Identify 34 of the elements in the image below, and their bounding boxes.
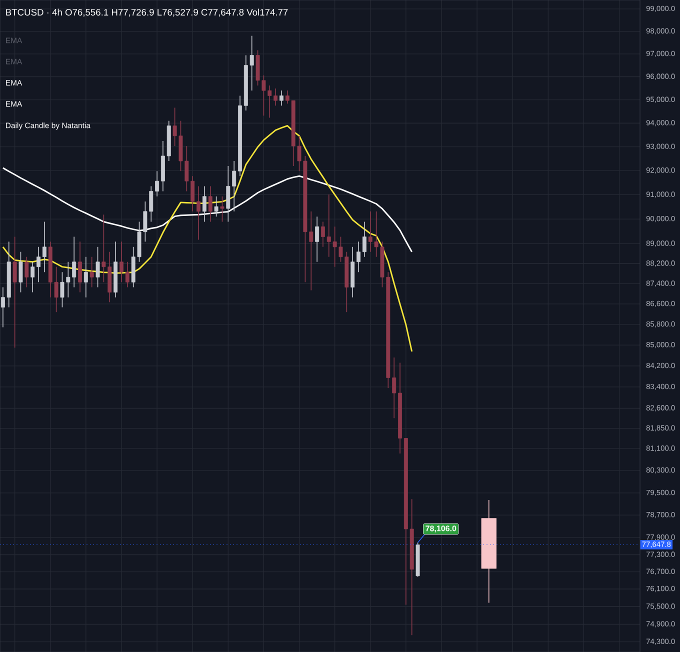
candlestick bbox=[12, 236, 17, 348]
candlestick bbox=[78, 241, 82, 293]
candlestick bbox=[362, 221, 366, 258]
candlestick bbox=[280, 90, 284, 106]
candlestick bbox=[220, 196, 224, 222]
candlestick bbox=[320, 221, 325, 248]
candlestick bbox=[202, 186, 206, 222]
line-series bbox=[2, 167, 413, 253]
candlestick bbox=[66, 261, 70, 298]
candlestick bbox=[214, 196, 218, 217]
candlestick bbox=[274, 88, 278, 106]
candlestick bbox=[36, 246, 40, 283]
candlestick bbox=[226, 166, 230, 222]
candlestick bbox=[90, 256, 94, 288]
candlestick bbox=[42, 221, 46, 273]
candlestick bbox=[96, 246, 100, 288]
annotation: 78,106.0 bbox=[426, 526, 456, 532]
candlestick bbox=[155, 170, 160, 197]
candlestick bbox=[72, 236, 76, 288]
candlestick bbox=[84, 256, 88, 298]
annotation: BTCUSD · 4h O76,556.1 H77,726.9 L76,527.9 C77,647.8 Vol174.77 bbox=[6, 8, 288, 17]
candlestick bbox=[24, 256, 29, 288]
candlestick bbox=[250, 35, 254, 91]
candlestick bbox=[30, 261, 35, 293]
candlestick bbox=[356, 241, 360, 273]
candlestick bbox=[18, 251, 23, 293]
candlestick bbox=[60, 272, 64, 308]
candlestick bbox=[315, 216, 320, 262]
candlestick bbox=[120, 241, 124, 283]
candlestick bbox=[208, 186, 212, 222]
candlestick bbox=[196, 186, 201, 240]
candlestick bbox=[232, 160, 236, 212]
candlestick bbox=[0, 286, 5, 328]
candlestick bbox=[125, 261, 130, 288]
